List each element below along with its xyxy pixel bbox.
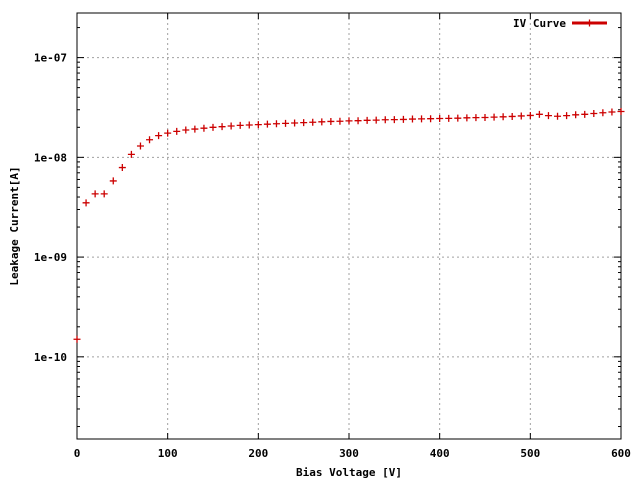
data-point <box>182 126 190 134</box>
data-point <box>472 114 480 122</box>
axes: 0 100 200 300 400 500 600 1e-10 1e-09 1e-08 1e-07 <box>34 13 631 460</box>
data-point <box>263 120 271 128</box>
data-point <box>508 112 516 120</box>
data-point <box>608 108 616 116</box>
legend: IV Curve <box>513 17 607 30</box>
x-tick-label: 200 <box>248 447 268 460</box>
data-point <box>363 116 371 124</box>
data-series <box>73 108 625 343</box>
data-point <box>309 118 317 126</box>
data-point <box>563 112 571 120</box>
data-point <box>535 110 543 118</box>
data-point <box>318 118 326 126</box>
grid <box>77 13 621 439</box>
data-point <box>291 119 299 127</box>
data-point <box>227 122 235 130</box>
data-point <box>345 117 353 125</box>
y-axis-label: Leakage Current[A] <box>8 166 21 285</box>
data-point <box>146 136 154 144</box>
data-point <box>390 116 398 124</box>
data-point <box>436 115 444 123</box>
data-point <box>73 335 81 343</box>
y-tick-label: 1e-07 <box>34 52 67 65</box>
data-point <box>617 108 625 116</box>
data-point <box>327 117 335 125</box>
data-point <box>209 123 217 131</box>
data-point <box>282 119 290 127</box>
data-point <box>164 129 172 137</box>
data-point <box>254 121 262 129</box>
data-point <box>245 121 253 129</box>
data-point <box>354 117 362 125</box>
data-point <box>136 142 144 150</box>
y-tick-label: 1e-10 <box>34 351 67 364</box>
data-point <box>300 119 308 127</box>
y-tick-label: 1e-09 <box>34 251 67 264</box>
data-point <box>554 112 562 120</box>
data-point <box>191 125 199 133</box>
data-point <box>372 116 380 124</box>
data-point <box>118 164 126 172</box>
legend-label: IV Curve <box>513 17 566 30</box>
data-point <box>599 109 607 117</box>
x-tick-label: 100 <box>158 447 178 460</box>
data-point <box>418 115 426 123</box>
x-axis-label: Bias Voltage [V] <box>296 466 402 479</box>
data-point <box>445 114 453 122</box>
data-point <box>218 123 226 131</box>
y-tick-label: 1e-08 <box>34 151 67 164</box>
data-point <box>481 113 489 121</box>
data-point <box>408 115 416 123</box>
data-point <box>236 121 244 129</box>
data-point <box>399 115 407 123</box>
x-tick-label: 500 <box>520 447 540 460</box>
x-tick-label: 300 <box>339 447 359 460</box>
data-point <box>590 110 598 118</box>
data-point <box>526 111 534 119</box>
data-point <box>336 117 344 125</box>
data-point <box>173 127 181 135</box>
data-point <box>454 114 462 122</box>
legend-marker <box>586 19 593 27</box>
data-point <box>91 190 99 198</box>
data-point <box>127 150 135 158</box>
data-point <box>155 132 163 140</box>
data-point <box>109 177 117 185</box>
x-tick-label: 0 <box>74 447 81 460</box>
plot-frame <box>76 12 622 440</box>
data-point <box>490 113 498 121</box>
data-point <box>200 124 208 132</box>
data-point <box>82 199 90 207</box>
data-point <box>499 113 507 121</box>
data-point <box>544 112 552 120</box>
data-point <box>272 120 280 128</box>
x-tick-label: 600 <box>611 447 631 460</box>
data-point <box>572 111 580 119</box>
x-tick-label: 400 <box>430 447 450 460</box>
data-point <box>427 115 435 123</box>
data-point <box>517 112 525 120</box>
data-point <box>381 116 389 124</box>
data-point <box>581 110 589 118</box>
data-point <box>463 114 471 122</box>
data-point <box>100 190 108 198</box>
